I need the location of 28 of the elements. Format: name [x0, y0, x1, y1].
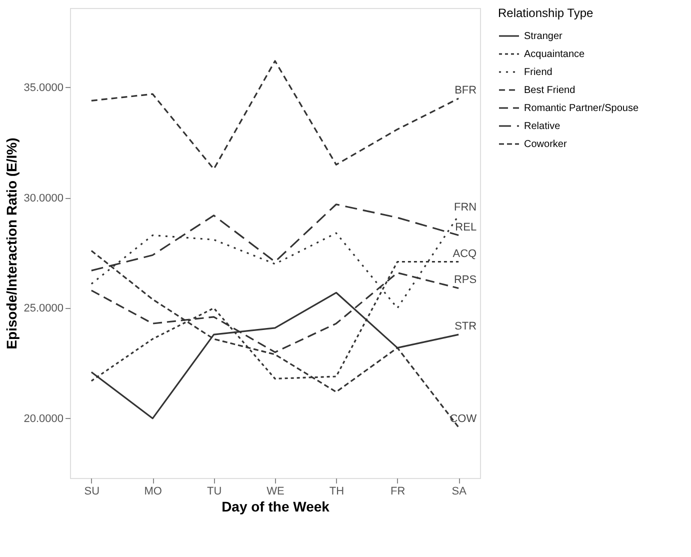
- annotation: BFR: [454, 84, 477, 96]
- annotation: COW: [450, 413, 478, 426]
- annotation: RPS: [454, 274, 477, 286]
- legend-label: Best Friend: [524, 85, 576, 96]
- annotation: REL: [455, 221, 477, 234]
- x-tick-label: MO: [144, 486, 162, 498]
- legend-label: Acquaintance: [524, 49, 586, 60]
- x-axis-title: Day of the Week: [222, 498, 330, 514]
- annotation: STR: [454, 320, 477, 333]
- legend-label: Romantic Partner/Spouse: [524, 103, 639, 114]
- x-tick-label: FR: [390, 486, 406, 498]
- y-tick-label: 25.0000: [24, 302, 64, 315]
- x-tick-label: SU: [84, 486, 100, 498]
- x-tick-label: WE: [266, 486, 284, 498]
- y-axis-title: Episode/Interaction Ratio (E/I%): [4, 138, 20, 350]
- annotation: ACQ: [452, 248, 478, 260]
- x-tick-label: TU: [206, 486, 222, 498]
- annotation: FRN: [454, 201, 477, 214]
- x-tick-label: TH: [329, 486, 344, 498]
- x-tick-label: SA: [452, 486, 468, 498]
- y-tick-label: 35.0000: [24, 82, 64, 94]
- legend-label: Relative: [524, 121, 561, 132]
- legend-label: Coworker: [524, 139, 568, 150]
- legend-label: Friend: [524, 67, 552, 78]
- legend-title: Relationship Type: [498, 6, 594, 20]
- legend-label: Stranger: [524, 31, 564, 42]
- y-tick-label: 20.0000: [24, 412, 64, 425]
- y-tick-label: 30.0000: [24, 192, 64, 204]
